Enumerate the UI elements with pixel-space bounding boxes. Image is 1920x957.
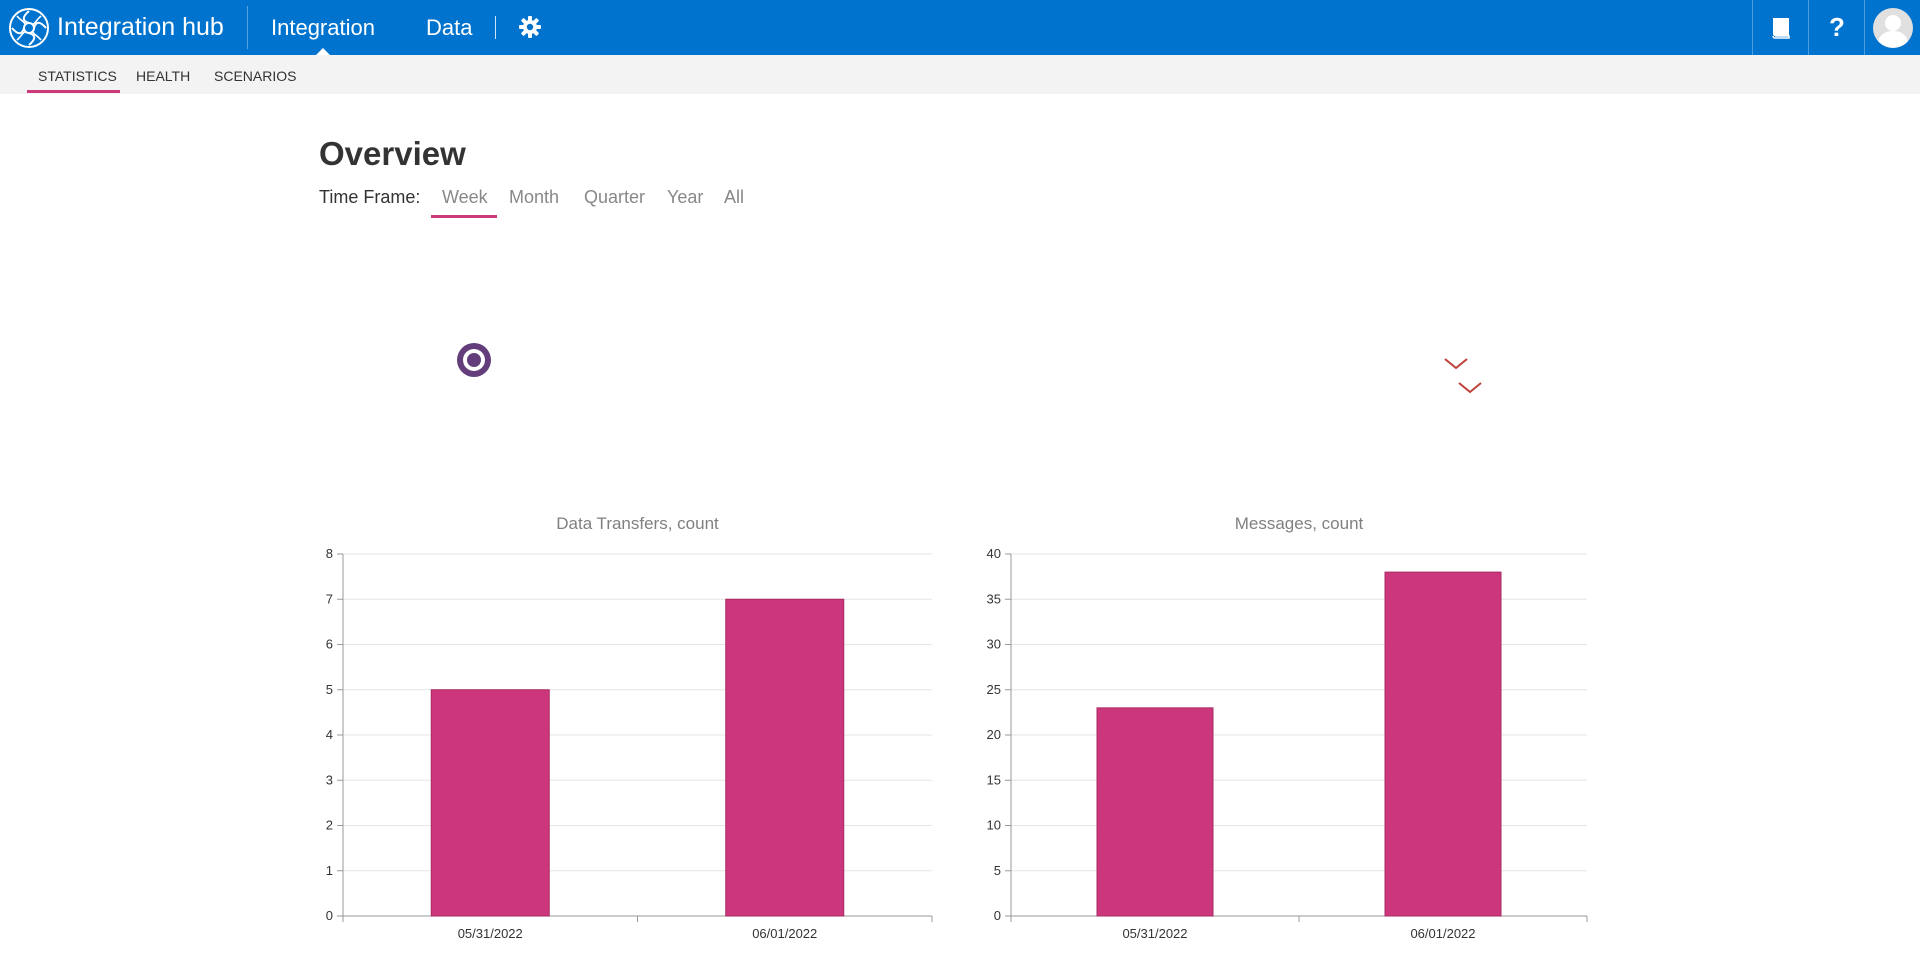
database-mail-icon <box>1398 319 1482 400</box>
x-tick-label: 06/01/2022 <box>752 926 817 941</box>
y-tick-label: 2 <box>326 818 333 833</box>
y-tick-label: 6 <box>326 637 333 652</box>
chart-messages-svg: Messages, count 0 5 10 15 20 25 30 35 40 05/31/202… <box>987 514 1588 941</box>
tile-label: Data transfers <box>973 438 1087 458</box>
tile-active-integrations[interactable]: Active Integrations 107 <box>319 245 623 475</box>
tile-value: 4 / 300 <box>853 431 933 461</box>
chart-messages: Messages, count 0 5 10 15 20 25 30 35 40 05/31/202… <box>968 510 1598 957</box>
y-tick-label: 35 <box>987 591 1001 606</box>
active-tab-underline <box>27 90 120 93</box>
tab-scenarios-label: SCENARIOS <box>214 68 297 84</box>
chart-title: Data Transfers, count <box>556 514 719 533</box>
y-tick-label: 20 <box>987 727 1001 742</box>
tab-statistics[interactable]: STATISTICS <box>38 55 117 94</box>
y-tick-label: 40 <box>987 546 1001 561</box>
chart-data-transfers-svg: Data Transfers, count 0 1 2 3 4 5 6 7 8 05/31/2022… <box>326 514 933 941</box>
timeframe-all[interactable]: All <box>724 187 745 207</box>
chart-title: Messages, count <box>1235 514 1364 533</box>
x-tick-label: 05/31/2022 <box>458 926 523 941</box>
timeframe-month[interactable]: Month <box>509 187 560 207</box>
timeframe-week[interactable]: Week <box>442 187 488 207</box>
brand-logo-icon <box>9 7 49 48</box>
y-tick-label: 15 <box>987 772 1001 787</box>
sub-navigation: STATISTICS HEALTH SCENARIOS <box>0 55 1920 94</box>
y-tick-label: 3 <box>326 772 333 787</box>
user-avatar-icon <box>1873 7 1913 48</box>
tab-health-label: HEALTH <box>136 68 191 84</box>
page-title: Overview <box>319 135 466 172</box>
y-tick-label: 1 <box>326 863 333 878</box>
tile-label: Endpoints <box>651 438 732 458</box>
help-button[interactable]: ? <box>1808 0 1865 55</box>
y-tick-label: 10 <box>987 818 1001 833</box>
gear-icon <box>429 315 519 405</box>
chart-data-transfers: Data Transfers, count 0 1 2 3 4 5 6 7 8 05/31/2022… <box>310 510 940 957</box>
tile-value: 12 <box>1226 431 1255 461</box>
y-tick-label: 8 <box>326 546 333 561</box>
nav-integration-label: Integration <box>271 15 375 40</box>
y-tick-label: 7 <box>326 591 333 606</box>
tab-health[interactable]: HEALTH <box>136 55 190 94</box>
tile-endpoints[interactable]: Endpoints 4 / 300 <box>640 245 944 475</box>
nav-data[interactable]: Data <box>426 0 472 55</box>
tab-scenarios[interactable]: SCENARIOS <box>214 55 296 94</box>
book-icon <box>1772 17 1790 39</box>
header-divider <box>247 6 248 49</box>
x-tick-label: 05/31/2022 <box>1122 926 1187 941</box>
timeframe-year[interactable]: Year <box>667 187 704 207</box>
bar[interactable] <box>1384 571 1502 917</box>
y-tick-label: 30 <box>987 637 1001 652</box>
nav-integration[interactable]: Integration <box>271 0 375 56</box>
timeframe-quarter[interactable]: Quarter <box>584 187 646 207</box>
brand[interactable]: Integration hub <box>8 0 224 55</box>
bar[interactable] <box>1096 707 1214 917</box>
bar[interactable] <box>725 598 845 917</box>
timeframe-label: Time Frame: <box>319 187 421 207</box>
x-tick-label: 06/01/2022 <box>1410 926 1475 941</box>
repeat-arrows-icon <box>1076 329 1158 391</box>
y-tick-label: 4 <box>326 727 333 742</box>
active-nav-caret <box>314 48 331 56</box>
nav-divider <box>495 16 496 39</box>
top-bar: Integration hub Integration Data ? <box>0 0 1920 56</box>
gear-icon[interactable] <box>518 15 542 39</box>
documentation-button[interactable] <box>1752 0 1809 55</box>
y-tick-label: 0 <box>326 908 333 923</box>
y-tick-label: 5 <box>994 863 1001 878</box>
tile-data-transfers[interactable]: Data transfers 12 <box>962 245 1266 475</box>
tile-value: 61 <box>1547 431 1576 461</box>
tile-label: Messages <box>1294 438 1377 458</box>
y-tick-label: 25 <box>987 682 1001 697</box>
app-title: Integration hub <box>57 13 224 41</box>
help-icon: ? <box>1829 12 1845 42</box>
y-tick-label: 0 <box>994 908 1001 923</box>
network-icon <box>754 320 836 401</box>
nav-data-label: Data <box>426 15 473 40</box>
bar[interactable] <box>430 689 550 917</box>
active-timeframe-underline <box>431 215 497 218</box>
tile-messages[interactable]: Messages 61 <box>1283 245 1587 475</box>
tab-statistics-label: STATISTICS <box>38 68 117 84</box>
user-menu-button[interactable] <box>1864 0 1920 55</box>
y-tick-label: 5 <box>326 682 333 697</box>
tile-label: Active Integrations <box>330 438 479 458</box>
tile-value: 107 <box>568 431 612 461</box>
